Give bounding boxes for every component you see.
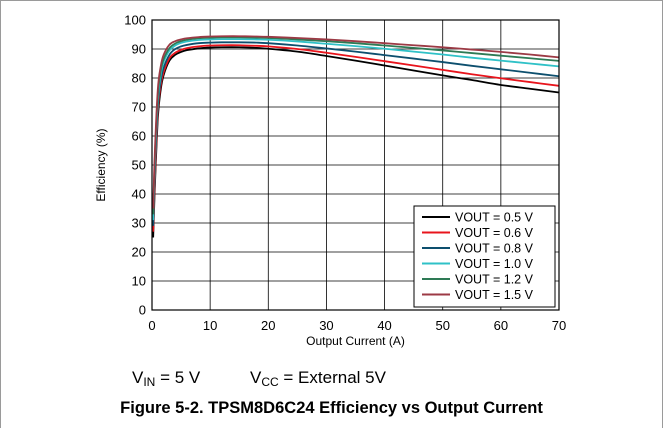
y-tick-label: 80 [132, 71, 146, 86]
y-axis-label: Efficiency (%) [94, 128, 108, 201]
vcc-symbol: V [250, 368, 262, 387]
series-line-vout-0-8-v [152, 41, 560, 226]
y-tick-label: 90 [132, 42, 146, 57]
legend-label: VOUT = 1.0 V [455, 257, 534, 271]
series-line-vout-1-2-v [152, 36, 560, 215]
x-tick-label: 20 [261, 318, 275, 333]
vcc-condition: VCC = External 5V [250, 368, 386, 388]
x-axis-label: Output Current (A) [306, 334, 405, 348]
y-tick-label: 20 [132, 245, 146, 260]
vcc-subscript: CC [261, 375, 279, 389]
x-tick-label: 50 [435, 318, 449, 333]
x-tick-label: 10 [203, 318, 217, 333]
y-tick-label: 40 [132, 187, 146, 202]
series-layer [152, 35, 560, 238]
vcc-value: = External 5V [278, 368, 386, 387]
frame-left-border [0, 0, 1, 428]
y-tick-label: 60 [132, 129, 146, 144]
y-tick-label: 10 [132, 274, 146, 289]
vin-value: = 5 V [155, 368, 201, 387]
figure-caption: Figure 5-2. TPSM8D6C24 Efficiency vs Out… [120, 399, 543, 417]
y-tick-label: 50 [132, 158, 146, 173]
tick-labels: 0 10 20 30 40 50 60 70 0 10 20 30 40 50 60 70 80 90 100 [124, 13, 566, 334]
legend-label: VOUT = 0.6 V [455, 226, 534, 240]
test-conditions: VIN = 5 V VCC = External 5V [0, 368, 663, 392]
x-tick-label: 40 [377, 318, 391, 333]
x-tick-label: 0 [148, 318, 155, 333]
legend-label: VOUT = 0.5 V [455, 211, 534, 225]
x-tick-label: 60 [494, 318, 508, 333]
y-tick-label: 70 [132, 100, 146, 115]
legend-box [413, 205, 556, 308]
x-tick-label: 30 [319, 318, 333, 333]
vin-subscript: IN [143, 375, 156, 389]
series-line-vout-0-6-v [152, 44, 560, 232]
vin-symbol: V [132, 368, 144, 387]
series-line-vout-1-0-v [152, 38, 560, 221]
y-tick-label: 0 [139, 303, 146, 318]
y-tick-label: 100 [124, 13, 146, 28]
x-tick-label: 70 [552, 318, 566, 333]
frame-top-border [0, 0, 663, 1]
efficiency-chart: 0 10 20 30 40 50 60 70 0 10 20 30 40 50 60 70 80 90 100 VO… [94, 13, 566, 349]
plot-frame [151, 19, 560, 311]
vin-condition: VIN = 5 V [132, 368, 200, 388]
legend-label: VOUT = 1.2 V [455, 273, 534, 287]
series-line-vout-1-5-v [152, 35, 560, 209]
y-tick-label: 30 [132, 216, 146, 231]
grid-layer [152, 20, 559, 310]
legend-label: VOUT = 0.8 V [455, 242, 534, 256]
legend-label: VOUT = 1.5 V [455, 288, 534, 302]
